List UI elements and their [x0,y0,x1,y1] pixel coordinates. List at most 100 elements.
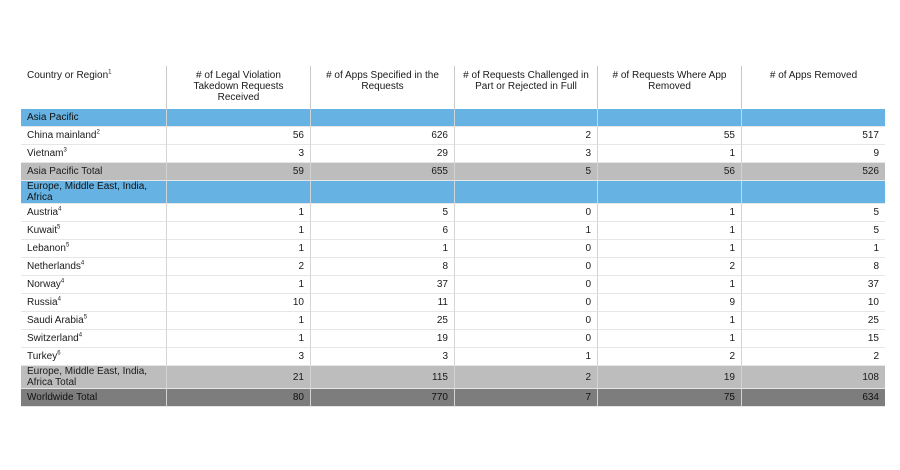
footnote-marker: 1 [108,69,112,76]
cell-label: Asia Pacific [27,112,79,123]
value-cell: 5 [742,204,885,222]
value-cell: 10 [742,294,885,312]
value-cell: 2 [167,258,311,276]
value-cell: 1 [598,276,742,294]
value-cell: 2 [455,127,598,145]
table-body: Asia Pacific China mainland2 56 626 2 55 517 Vi… [21,109,885,407]
value-cell [167,109,311,127]
cell-label: Netherlands [27,261,81,272]
value-cell [742,181,885,204]
table-row: Vietnam3 3 29 3 1 9 [21,145,885,163]
value-cell: 1 [742,240,885,258]
value-cell: 37 [311,276,455,294]
value-cell: 526 [742,163,885,181]
column-header-5: # of Apps Removed [742,66,885,109]
value-cell: 2 [742,348,885,366]
row-label-cell: Turkey6 [21,348,167,366]
cell-label: Vietnam [27,148,64,159]
cell-label: China mainland [27,130,97,141]
value-cell: 5 [311,204,455,222]
footnote-marker: 6 [57,350,61,357]
value-cell: 21 [167,366,311,389]
value-cell: 3 [311,348,455,366]
value-cell [455,181,598,204]
value-cell: 55 [598,127,742,145]
value-cell: 29 [311,145,455,163]
table-row: Kuwait5 1 6 1 1 5 [21,222,885,240]
value-cell: 115 [311,366,455,389]
value-cell: 0 [455,240,598,258]
value-cell: 2 [455,366,598,389]
value-cell: 6 [311,222,455,240]
table-row: Saudi Arabia5 1 25 0 1 25 [21,312,885,330]
value-cell: 75 [598,389,742,407]
value-cell: 0 [455,204,598,222]
value-cell: 0 [455,276,598,294]
subtotal-row: Europe, Middle East, India, Africa Total… [21,366,885,389]
value-cell: 634 [742,389,885,407]
footnote-marker: 5 [65,242,70,249]
cell-label: Europe, Middle East, India, Africa Total [27,366,148,388]
value-cell: 5 [742,222,885,240]
value-cell: 19 [311,330,455,348]
value-cell: 25 [311,312,455,330]
value-cell: 0 [455,294,598,312]
value-cell: 2 [598,348,742,366]
value-cell: 3 [167,145,311,163]
row-label-cell: Norway4 [21,276,167,294]
value-cell [598,109,742,127]
cell-label: Turkey [27,351,58,362]
row-label-cell: Vietnam3 [21,145,167,163]
column-header-0: Country or Region1 [21,66,167,109]
row-label-cell: Switzerland4 [21,330,167,348]
value-cell [167,181,311,204]
footnote-marker: 4 [78,332,83,339]
value-cell: 56 [598,163,742,181]
value-cell: 10 [167,294,311,312]
value-cell: 59 [167,163,311,181]
value-cell: 1 [598,204,742,222]
cell-label: Norway [27,279,61,290]
row-label-cell: Russia4 [21,294,167,312]
row-label-cell: Europe, Middle East, India, Africa [21,181,167,204]
table-row: China mainland2 56 626 2 55 517 [21,127,885,145]
subtotal-row: Asia Pacific Total 59 655 5 56 526 [21,163,885,181]
value-cell: 1 [311,240,455,258]
value-cell: 770 [311,389,455,407]
cell-label: # of Apps Removed [769,70,858,81]
cell-label: Switzerland [27,333,79,344]
value-cell: 626 [311,127,455,145]
row-label-cell: Europe, Middle East, India, Africa Total [21,366,167,389]
table-header: Country or Region1 # of Legal Violation T… [21,66,885,109]
value-cell: 1 [598,240,742,258]
table-row: Switzerland4 1 19 0 1 15 [21,330,885,348]
value-cell: 1 [167,240,311,258]
footnote-marker: 5 [83,314,88,321]
cell-label: Kuwait [27,225,58,236]
value-cell: 1 [455,348,598,366]
row-label-cell: Asia Pacific [21,109,167,127]
row-label-cell: Netherlands4 [21,258,167,276]
row-label-cell: Kuwait5 [21,222,167,240]
value-cell: 1 [598,222,742,240]
value-cell: 1 [598,145,742,163]
cell-label: # of Requests Where App Removed [612,70,727,92]
cell-label: Russia [27,297,58,308]
value-cell: 655 [311,163,455,181]
footnote-marker: 2 [96,129,100,136]
value-cell: 9 [742,145,885,163]
footnote-marker: 4 [57,296,61,303]
value-cell: 7 [455,389,598,407]
footnote-marker: 3 [63,147,67,154]
footnote-marker: 4 [80,260,85,267]
cell-label: # of Apps Specified in the Requests [326,70,439,92]
table-row: Lebanon5 1 1 0 1 1 [21,240,885,258]
cell-label: Austria [27,207,59,218]
value-cell: 517 [742,127,885,145]
value-cell: 8 [311,258,455,276]
region-row: Asia Pacific [21,109,885,127]
cell-label: Saudi Arabia [27,315,84,326]
value-cell: 8 [742,258,885,276]
column-header-4: # of Requests Where App Removed [598,66,742,109]
value-cell: 1 [167,276,311,294]
